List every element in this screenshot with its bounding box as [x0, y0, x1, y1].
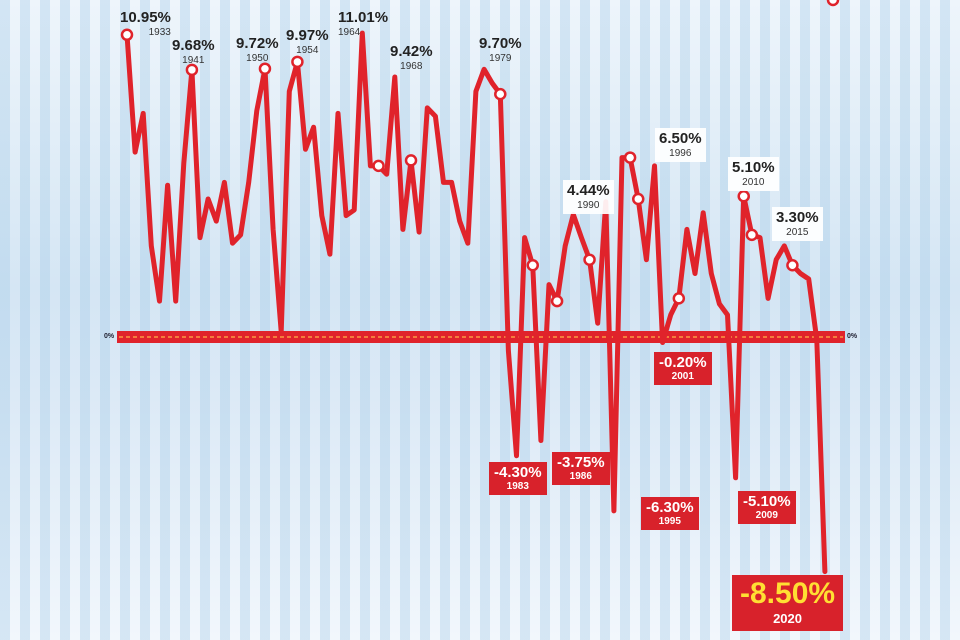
marker-1968	[404, 154, 418, 167]
annotation-value: 5.10%	[732, 159, 775, 176]
marker-2001	[672, 292, 686, 305]
annotation-1964: 11.01% 1964	[338, 10, 388, 38]
annotation-2010: 5.10% 2010	[728, 157, 779, 191]
annotation-year: 1964	[338, 27, 361, 38]
annotation-value: 3.30%	[776, 209, 819, 226]
marker-1986	[550, 294, 564, 308]
annotation-value: -5.10%	[743, 493, 791, 510]
annotation-value: -0.20%	[659, 354, 707, 371]
annotation-1996: 6.50% 1996	[655, 128, 706, 162]
annotation-1968: 9.42% 1968	[390, 44, 433, 72]
annotation-1990: 4.44% 1990	[563, 180, 614, 214]
annotation-year: 1979	[489, 53, 512, 64]
annotation-year: 1983	[506, 481, 529, 492]
annotation-1995: -6.30% 1995	[641, 497, 699, 530]
zero-label-right: 0%	[847, 333, 858, 340]
marker-2015	[786, 258, 799, 272]
annotation-value: 9.68%	[172, 37, 215, 54]
annotation-year: 1990	[577, 200, 600, 211]
annotation-year: 2010	[742, 177, 765, 188]
annotation-value: 4.44%	[567, 182, 610, 199]
marker-1964	[372, 159, 385, 173]
annotation-year: 2020	[773, 611, 802, 626]
marker-1941	[185, 63, 199, 77]
annotation-2015: 3.30% 2015	[772, 207, 823, 241]
annotation-value: -3.75%	[557, 454, 605, 471]
annotation-year: 1954	[296, 45, 319, 56]
marker-1990	[583, 253, 596, 266]
annotation-value: -8.50%	[740, 577, 836, 610]
annotation-2020-highlight: -8.50% 2020	[732, 575, 844, 631]
annotation-value: 10.95%	[120, 9, 171, 26]
annotation-value: 11.01%	[338, 9, 389, 26]
annotation-year: 1968	[400, 61, 423, 72]
annotation-value: 9.97%	[286, 27, 329, 44]
marker-1983	[526, 258, 539, 272]
marker-2020	[826, 0, 840, 7]
marker-1996	[631, 192, 645, 206]
annotation-2009: -5.10% 2009	[738, 491, 796, 524]
annotation-1983: -4.30% 1983	[489, 462, 547, 495]
annotation-year: 1941	[182, 55, 205, 66]
annotation-year: 2009	[755, 510, 778, 521]
annotation-1986: -3.75% 1986	[552, 452, 610, 485]
marker-2009	[737, 189, 750, 203]
annotation-year: 1933	[148, 27, 171, 38]
annotation-year: 1995	[658, 516, 681, 527]
annotation-1979: 9.70% 1979	[479, 36, 522, 64]
marker-1954	[291, 55, 304, 69]
annotation-value: 9.42%	[390, 43, 433, 60]
marker-1933	[120, 28, 134, 42]
annotation-1954: 9.97% 1954	[286, 28, 329, 56]
gdp-growth-line	[124, 30, 828, 575]
annotation-year: 1986	[569, 471, 592, 482]
annotation-1941: 9.68% 1941	[172, 38, 215, 66]
annotation-value: -6.30%	[646, 499, 694, 516]
peak-markers	[120, 0, 840, 308]
marker-1950	[258, 62, 272, 75]
annotation-value: -4.30%	[494, 464, 542, 481]
marker-1979	[494, 87, 507, 101]
annotation-value: 9.70%	[479, 35, 522, 52]
annotation-1933: 10.95% 1933	[120, 10, 171, 38]
marker-1995	[623, 151, 637, 164]
annotation-year: 1996	[669, 148, 692, 159]
annotation-value: 9.72%	[236, 35, 279, 52]
annotation-value: 6.50%	[659, 130, 702, 147]
annotation-1950: 9.72% 1950	[236, 36, 279, 64]
zero-label-left: 0%	[104, 333, 115, 340]
marker-2010	[745, 228, 759, 242]
annotation-year: 2015	[786, 227, 809, 238]
annotation-year: 1950	[246, 53, 269, 64]
annotation-year: 2001	[671, 371, 694, 382]
annotation-2001: -0.20% 2001	[654, 352, 712, 385]
